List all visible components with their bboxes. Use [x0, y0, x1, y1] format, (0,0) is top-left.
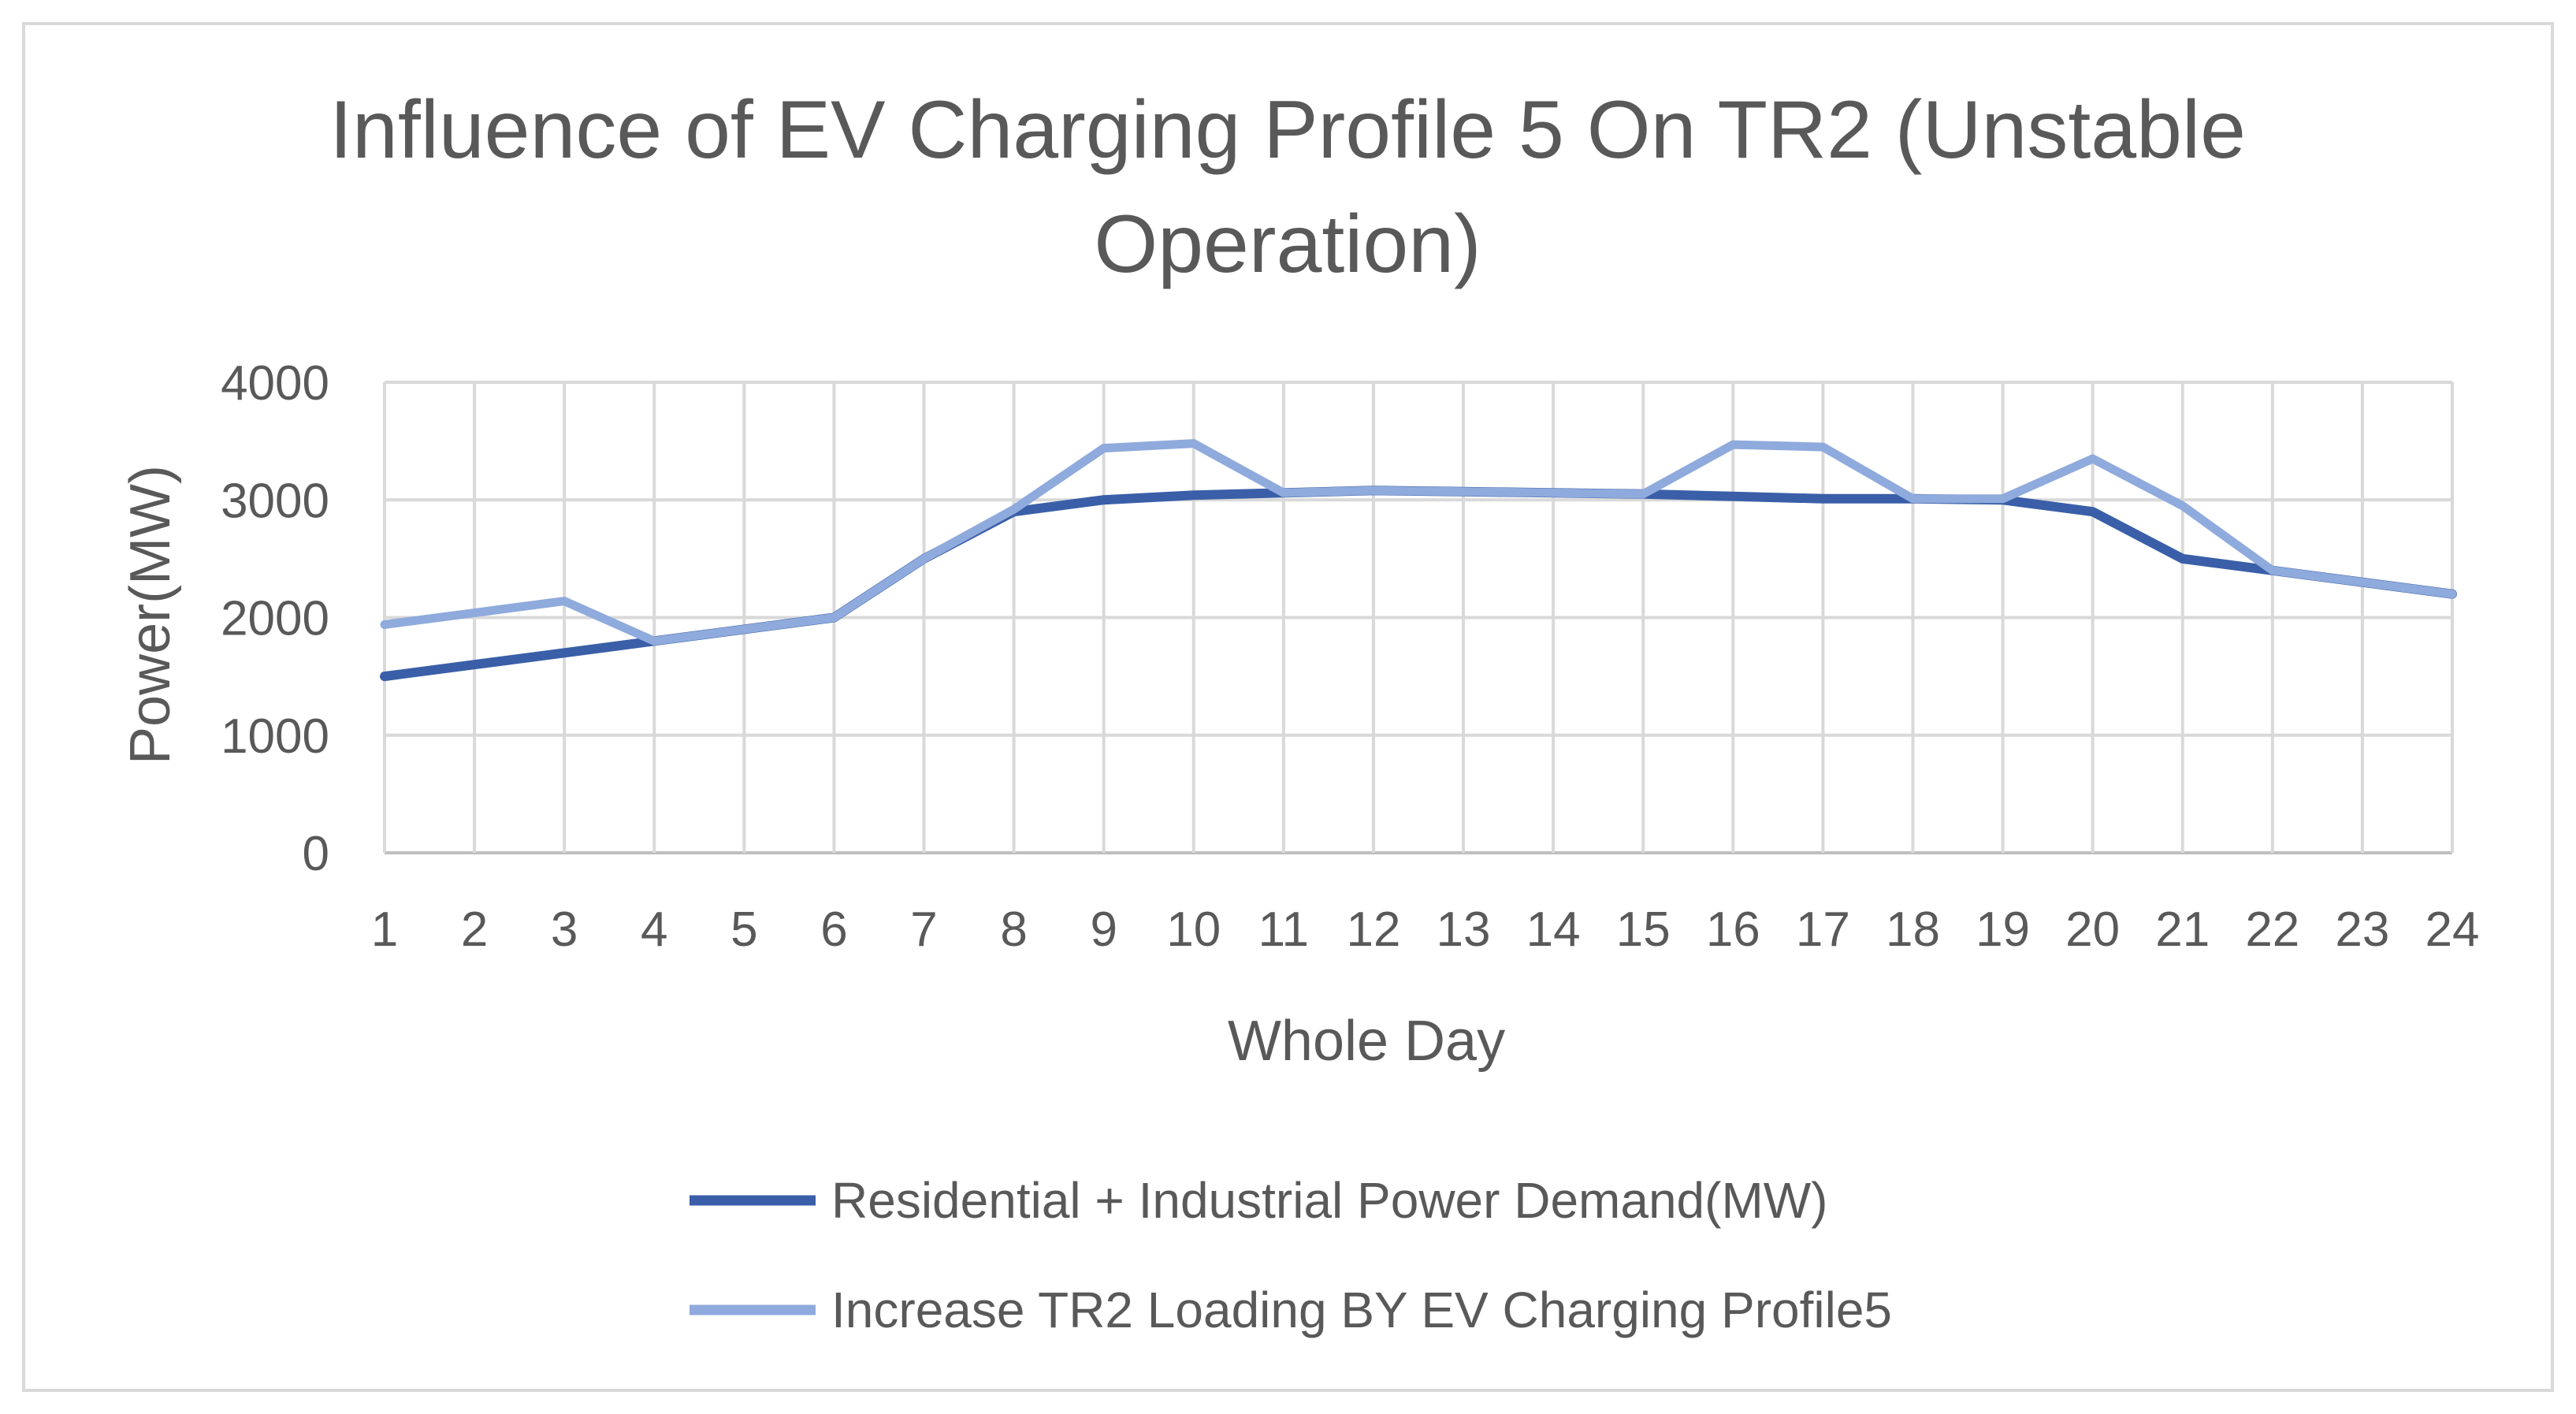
- series-2-point: [653, 640, 655, 642]
- series-2-point: [1193, 443, 1195, 445]
- series-2-point: [1013, 508, 1015, 510]
- y-tick-label: 3000: [221, 474, 329, 528]
- series-2-point: [1732, 444, 1734, 445]
- x-tick-label: 21: [2155, 902, 2210, 957]
- y-tick-label: 2000: [221, 592, 329, 646]
- series-2-point: [1373, 489, 1374, 491]
- x-tick-label: 13: [1437, 902, 1491, 957]
- x-tick-label: 7: [910, 902, 937, 957]
- series-2-point: [1822, 446, 1823, 448]
- x-axis-label: Whole Day: [1228, 1010, 1505, 1073]
- x-tick-label: 20: [2065, 902, 2120, 957]
- series-2-point: [833, 617, 835, 619]
- series-2-point: [2092, 458, 2094, 460]
- x-tick-label: 1: [371, 902, 398, 957]
- series-2-point: [474, 612, 475, 614]
- x-tick-label: 12: [1346, 902, 1400, 957]
- y-tick-label: 1000: [221, 709, 329, 764]
- legend: Residential + Industrial Power Demand(MW…: [690, 1172, 1892, 1338]
- series-1-point: [563, 652, 565, 653]
- series-lines: [380, 439, 2457, 682]
- x-tick-label: 16: [1706, 902, 1760, 957]
- series-2-point: [1912, 498, 1913, 500]
- x-tick-label: 22: [2245, 902, 2299, 957]
- x-tick-label: 3: [551, 902, 578, 957]
- x-tick-label: 10: [1166, 902, 1221, 957]
- y-tick-label: 4000: [221, 356, 329, 411]
- series-1-point: [1822, 498, 1823, 500]
- x-tick-label: 11: [1258, 902, 1309, 957]
- x-tick-label: 14: [1526, 902, 1581, 957]
- series-line-2: [380, 439, 2457, 646]
- series-1-point: [384, 675, 385, 677]
- x-tick-label: 15: [1616, 902, 1671, 957]
- x-tick-label: 8: [1000, 902, 1027, 957]
- series-2-point: [2362, 582, 2363, 583]
- series-2-point: [743, 628, 745, 630]
- x-tick-label: 6: [820, 902, 847, 957]
- series-2-point: [1463, 491, 1464, 493]
- series-2-point: [563, 601, 565, 602]
- x-tick-label: 18: [1886, 902, 1940, 957]
- series-2-point: [1283, 492, 1284, 493]
- chart-title-line-1: Influence of EV Charging Profile 5 On TR…: [329, 84, 2246, 176]
- x-tick-label: 19: [1976, 902, 2030, 957]
- series-1-point: [2182, 558, 2184, 560]
- gridlines: [383, 381, 2454, 854]
- series-1-point: [474, 664, 475, 665]
- x-tick-label: 23: [2335, 902, 2389, 957]
- series-1-point: [2092, 511, 2094, 512]
- x-tick-label: 24: [2425, 902, 2480, 957]
- series-2-point: [384, 623, 385, 625]
- series-2-point: [2002, 498, 2004, 500]
- legend-label-series-1: Residential + Industrial Power Demand(MW…: [831, 1172, 1827, 1229]
- chart-frame: [22, 22, 2554, 1392]
- legend-label-series-2: Increase TR2 Loading BY EV Charging Prof…: [831, 1282, 1892, 1338]
- series-1-point: [1732, 496, 1734, 497]
- series-2-point: [1552, 492, 1554, 493]
- y-tick-label: 0: [303, 827, 329, 881]
- series-1-point: [1193, 494, 1195, 496]
- x-tick-label: 17: [1796, 902, 1850, 957]
- x-tick-label: 2: [461, 902, 488, 957]
- y-axis-label: Power(MW): [119, 465, 182, 765]
- chart-title-line-2: Operation): [1094, 199, 1481, 290]
- series-2-point: [924, 558, 925, 560]
- series-2-point: [1642, 493, 1644, 495]
- series-1-point: [1103, 499, 1105, 500]
- series-2-point: [2272, 570, 2273, 571]
- series-2-point: [2451, 594, 2453, 595]
- x-tick-label: 9: [1090, 902, 1117, 957]
- x-tick-label: 5: [730, 902, 757, 957]
- series-2-point: [2182, 505, 2184, 507]
- series-2-point: [1103, 448, 1105, 449]
- x-tick-label: 4: [641, 902, 667, 957]
